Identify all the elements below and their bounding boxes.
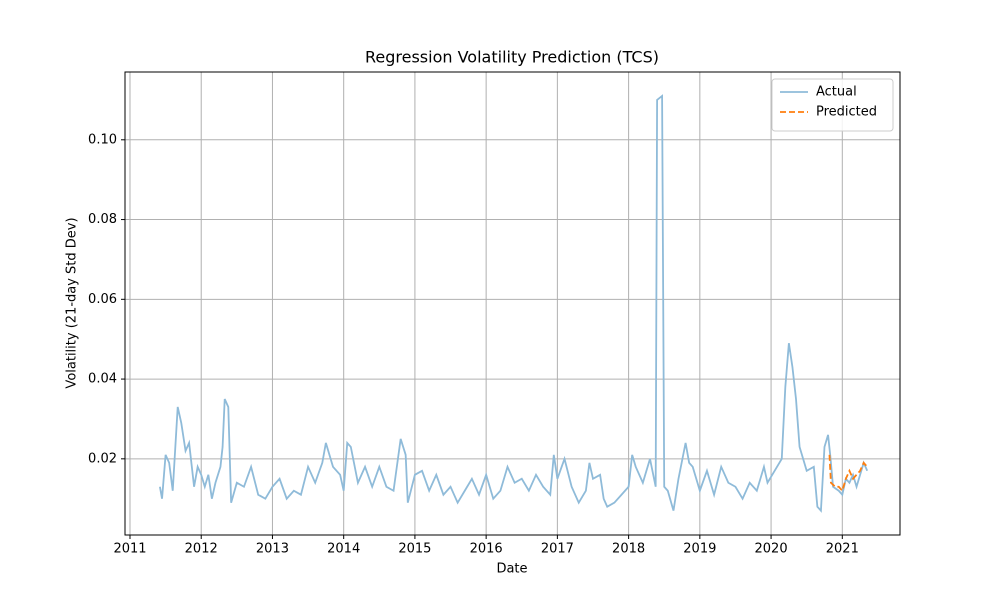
- legend: Actual Predicted: [771, 78, 894, 132]
- x-axis-label: Date: [496, 562, 527, 577]
- lines: [159, 94, 869, 513]
- grid: [125, 72, 900, 535]
- x-tick-label: 2015: [398, 542, 431, 557]
- y-tick-label: 0.08: [88, 212, 117, 227]
- y-tick-label: 0.04: [88, 372, 117, 387]
- x-tick-label: 2021: [826, 542, 859, 557]
- series-line: [159, 94, 869, 513]
- legend-label: Actual: [816, 85, 857, 100]
- y-tick-label: 0.10: [88, 132, 117, 147]
- x-tick-label: 2011: [113, 542, 146, 557]
- x-tick-label: 2017: [541, 542, 574, 557]
- series-line: [828, 454, 868, 493]
- y-tick-label: 0.06: [88, 292, 117, 307]
- chart-title: Regression Volatility Prediction (TCS): [365, 48, 659, 67]
- legend-label: Predicted: [816, 105, 877, 120]
- x-tick-label: 2013: [256, 542, 289, 557]
- y-tick-label: 0.02: [88, 451, 117, 466]
- y-axis-label: Volatility (21-day Std Dev): [65, 217, 80, 388]
- x-tick-label: 2020: [755, 542, 788, 557]
- x-tick-label: 2016: [470, 542, 503, 557]
- x-tick-label: 2019: [683, 542, 716, 557]
- x-tick-label: 2014: [327, 542, 360, 557]
- plot-frame: [124, 71, 901, 536]
- x-tick-label: 2018: [612, 542, 645, 557]
- x-tick-label: 2012: [185, 542, 218, 557]
